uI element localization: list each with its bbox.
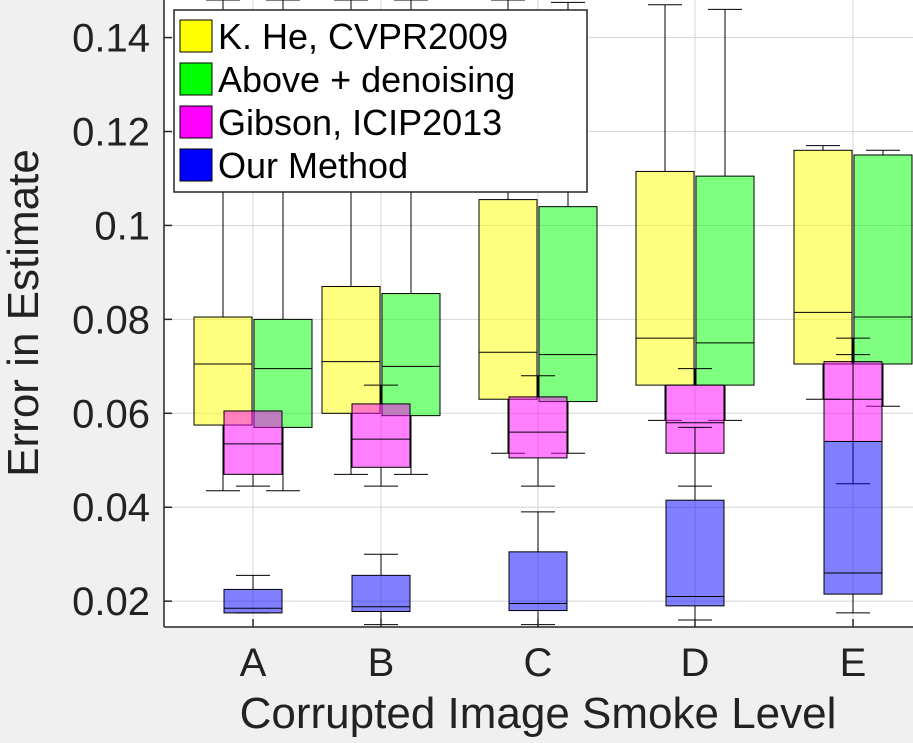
box-iqr	[351, 574, 411, 613]
x-tick-label: A	[240, 641, 267, 685]
box-iqr	[538, 206, 598, 403]
y-tick-label: 0.12	[72, 111, 150, 155]
legend-label: Above + denoising	[218, 59, 515, 100]
y-tick-label: 0.02	[72, 580, 150, 624]
box-gibson-icip2013-B	[351, 384, 411, 487]
box-gibson-icip2013-C	[508, 375, 568, 487]
box-series	[193, 0, 913, 626]
box-iqr	[223, 588, 283, 614]
x-axis-title: Corrupted Image Smoke Level	[240, 689, 837, 738]
box-k-he-cvpr2009-C	[478, 0, 538, 454]
x-tick-label: D	[681, 641, 710, 685]
box-our-method-E	[823, 354, 883, 614]
box-iqr	[635, 170, 695, 386]
legend-swatch	[179, 19, 213, 53]
box-iqr	[853, 154, 913, 365]
y-tick-label: 0.1	[94, 204, 150, 248]
box-iqr	[695, 175, 755, 386]
legend-swatch	[179, 105, 213, 139]
legend-label: Gibson, ICIP2013	[218, 102, 502, 143]
box-above-denoising-D	[695, 8, 755, 421]
x-tick-label: B	[368, 641, 395, 685]
box-iqr	[223, 410, 283, 475]
y-tick-label: 0.14	[72, 17, 150, 61]
box-iqr	[793, 149, 853, 365]
box-iqr	[321, 285, 381, 414]
box-iqr	[823, 440, 883, 595]
y-tick-label: 0.08	[72, 298, 150, 342]
box-above-denoising-B	[381, 0, 441, 475]
box-iqr	[508, 396, 568, 459]
box-iqr	[193, 316, 253, 426]
box-above-denoising-E	[853, 149, 913, 407]
legend-swatch	[179, 148, 213, 182]
box-our-method-D	[665, 426, 725, 621]
box-iqr	[351, 403, 411, 468]
x-tick-label: E	[840, 641, 867, 685]
box-gibson-icip2013-A	[223, 410, 283, 487]
box-k-he-cvpr2009-A	[193, 0, 253, 492]
legend-label: Our Method	[218, 145, 408, 186]
box-our-method-A	[223, 574, 283, 614]
box-iqr	[381, 293, 441, 417]
legend-label: K. He, CVPR2009	[218, 16, 508, 57]
box-k-he-cvpr2009-D	[635, 4, 695, 421]
box-k-he-cvpr2009-E	[793, 145, 853, 400]
box-iqr	[253, 318, 313, 428]
box-k-he-cvpr2009-B	[321, 0, 381, 475]
box-above-denoising-A	[253, 0, 313, 492]
box-our-method-B	[351, 553, 411, 626]
legend-box	[173, 9, 588, 193]
x-tick-label: C	[524, 641, 553, 685]
box-iqr	[478, 199, 538, 400]
box-above-denoising-C	[538, 1, 598, 454]
box-iqr	[508, 551, 568, 612]
y-axis-title: Error in Estimate	[0, 149, 48, 477]
box-iqr	[665, 499, 725, 607]
y-tick-label: 0.06	[72, 392, 150, 436]
box-our-method-C	[508, 511, 568, 626]
x-ticks: A B C D E	[240, 619, 867, 685]
y-ticks: 0.02 0.04 0.06 0.08 0.1 0.12 0.14	[72, 17, 172, 624]
y-tick-label: 0.04	[72, 486, 150, 530]
legend-swatch	[179, 62, 213, 96]
